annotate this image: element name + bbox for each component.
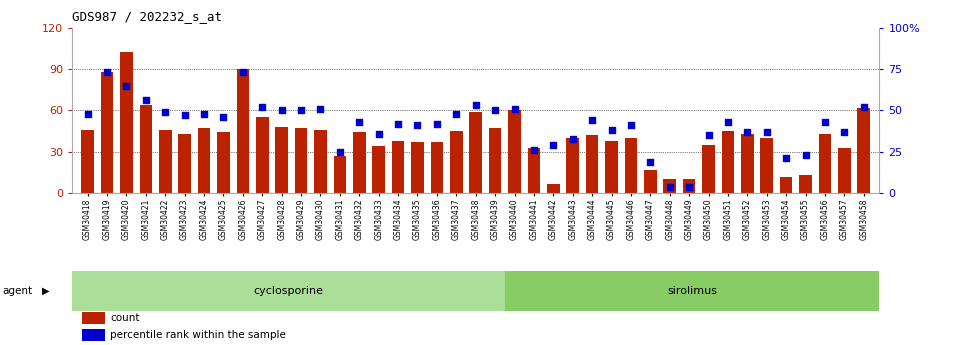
Point: [352, 119, 367, 125]
Point: [333, 149, 348, 155]
Text: sirolimus: sirolimus: [667, 286, 717, 296]
Point: [527, 147, 542, 153]
Bar: [605, 141, 618, 193]
Point: [255, 104, 270, 110]
Point: [584, 118, 600, 123]
Bar: [353, 132, 365, 193]
Bar: [276, 127, 288, 193]
Bar: [82, 130, 94, 193]
Point: [506, 106, 522, 111]
Bar: [431, 142, 443, 193]
Bar: [72, 271, 505, 310]
Point: [158, 109, 173, 115]
Bar: [819, 134, 831, 193]
Bar: [857, 108, 870, 193]
Bar: [159, 130, 171, 193]
Bar: [120, 52, 133, 193]
Point: [487, 108, 503, 113]
Point: [371, 131, 386, 136]
Point: [216, 114, 232, 120]
Point: [390, 121, 406, 126]
Bar: [217, 132, 230, 193]
Bar: [333, 156, 346, 193]
Bar: [101, 72, 113, 193]
Point: [662, 184, 678, 189]
Bar: [663, 179, 676, 193]
Text: GDS987 / 202232_s_at: GDS987 / 202232_s_at: [72, 10, 222, 23]
Point: [778, 156, 794, 161]
Point: [565, 136, 580, 141]
Bar: [450, 131, 462, 193]
Point: [681, 184, 697, 189]
Bar: [547, 184, 559, 193]
Point: [798, 152, 813, 158]
Point: [604, 128, 619, 133]
Point: [856, 104, 872, 110]
Bar: [372, 146, 385, 193]
Bar: [800, 175, 812, 193]
Point: [80, 111, 95, 117]
Point: [721, 119, 736, 125]
Bar: [528, 148, 540, 193]
Point: [293, 108, 308, 113]
Text: ▶: ▶: [42, 286, 50, 296]
Bar: [236, 69, 249, 193]
Text: cyclosporine: cyclosporine: [254, 286, 324, 296]
Bar: [586, 135, 599, 193]
Point: [449, 111, 464, 117]
Bar: [566, 138, 579, 193]
Bar: [139, 105, 152, 193]
Text: agent: agent: [2, 286, 32, 296]
Bar: [314, 130, 327, 193]
Point: [624, 122, 639, 128]
Bar: [82, 312, 106, 324]
Bar: [702, 145, 715, 193]
Bar: [82, 328, 106, 341]
Point: [119, 83, 135, 88]
Point: [740, 129, 755, 135]
Bar: [508, 110, 521, 193]
Bar: [469, 112, 482, 193]
Point: [817, 119, 832, 125]
Bar: [256, 117, 268, 193]
Bar: [505, 271, 879, 310]
Point: [235, 70, 251, 75]
Bar: [198, 128, 210, 193]
Point: [196, 111, 211, 117]
Bar: [760, 138, 773, 193]
Bar: [625, 138, 637, 193]
Bar: [838, 148, 850, 193]
Bar: [722, 131, 734, 193]
Point: [468, 103, 483, 108]
Text: count: count: [111, 313, 139, 323]
Point: [430, 121, 445, 126]
Bar: [295, 128, 308, 193]
Point: [759, 129, 775, 135]
Point: [837, 129, 852, 135]
Point: [312, 106, 328, 111]
Bar: [644, 170, 656, 193]
Point: [701, 132, 716, 138]
Text: percentile rank within the sample: percentile rank within the sample: [111, 330, 286, 340]
Bar: [683, 179, 696, 193]
Point: [177, 112, 192, 118]
Bar: [741, 134, 753, 193]
Bar: [489, 128, 502, 193]
Bar: [411, 142, 424, 193]
Bar: [179, 134, 191, 193]
Point: [643, 159, 658, 165]
Bar: [780, 177, 793, 193]
Point: [409, 122, 425, 128]
Bar: [392, 141, 405, 193]
Point: [274, 108, 289, 113]
Point: [546, 142, 561, 148]
Point: [99, 70, 114, 75]
Point: [138, 98, 154, 103]
